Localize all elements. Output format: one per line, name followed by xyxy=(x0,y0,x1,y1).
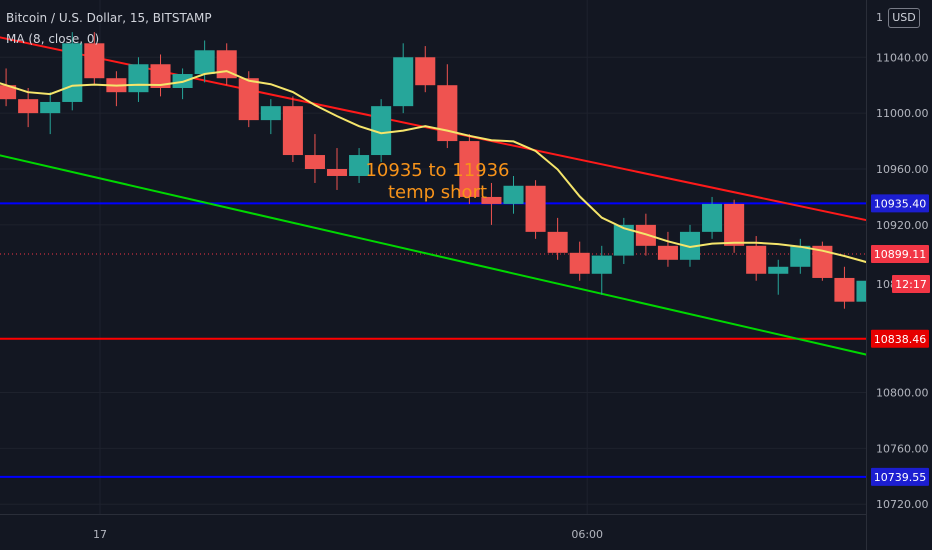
candle-body xyxy=(18,99,39,114)
y-tick-label: 10760.00 xyxy=(876,442,929,455)
price-label: 10739.55 xyxy=(874,471,927,484)
candle-body xyxy=(591,255,612,274)
time-axis-bg xyxy=(0,514,866,550)
candle-body xyxy=(702,203,723,232)
annotation-line-2: temp short xyxy=(387,182,488,203)
annotation-line-1: 10935 to 11936 xyxy=(365,160,510,181)
candle-body xyxy=(415,57,436,86)
candle-body xyxy=(371,106,392,156)
candle-body xyxy=(635,224,656,246)
price-label: 12:17 xyxy=(895,278,927,291)
trend-lines-layer xyxy=(0,36,932,507)
candle-body xyxy=(834,277,855,302)
candle-body xyxy=(547,231,568,253)
candle-body xyxy=(437,85,458,142)
y-tick-label: 11000.00 xyxy=(876,107,929,120)
candle-body xyxy=(613,224,634,256)
x-tick-label: 17 xyxy=(93,528,107,541)
x-tick-label: 06:00 xyxy=(571,528,603,541)
candle-body xyxy=(679,231,701,260)
price-label-bg[interactable] xyxy=(871,467,929,486)
candle-body xyxy=(0,85,17,100)
candle-body xyxy=(569,252,590,274)
trendline-green-downtrend[interactable] xyxy=(0,147,932,507)
y-tick-label: 10920.00 xyxy=(876,219,929,232)
candle-body xyxy=(481,196,502,204)
price-label-bg[interactable] xyxy=(871,245,929,264)
candle-body xyxy=(304,155,325,170)
price-label-bg[interactable] xyxy=(892,275,930,293)
candle-body xyxy=(812,245,833,278)
price-labels-layer: 10935.40 10899.11 12:17 10838.46 10739.55 xyxy=(871,194,930,486)
price-label-bg[interactable] xyxy=(871,329,929,348)
candle-body xyxy=(150,64,171,88)
ma-line xyxy=(0,70,932,278)
chart-title: Bitcoin / U.S. Dollar, 15, BITSTAMP xyxy=(6,11,212,25)
price-label: 10935.40 xyxy=(874,197,927,210)
price-label-bg[interactable] xyxy=(871,194,929,213)
candle-body xyxy=(393,57,414,107)
candle-body xyxy=(724,203,745,246)
annotation: 10935 to 11936 temp short xyxy=(345,160,530,204)
y-tick-label: 11040.00 xyxy=(876,51,929,64)
candle-body xyxy=(260,106,281,121)
candle-body xyxy=(525,185,546,232)
candle-body xyxy=(459,141,480,197)
candle-body xyxy=(84,43,105,79)
candle-body xyxy=(746,245,767,274)
indicator-legend[interactable]: MA (8, close, 0) xyxy=(6,32,100,46)
candle-body xyxy=(657,245,678,260)
y-tick-label-partial: 108 xyxy=(876,278,897,291)
y-tick-label-partial: 1 xyxy=(876,11,883,24)
candles-layer xyxy=(0,32,932,309)
candle-body xyxy=(282,106,303,156)
price-label: 10899.11 xyxy=(874,248,927,261)
candle-body xyxy=(349,155,370,176)
candle-body xyxy=(128,64,149,93)
y-tick-label: 10800.00 xyxy=(876,386,929,399)
candle-body xyxy=(40,101,61,114)
price-label: 10838.46 xyxy=(874,333,927,346)
moving-average-layer xyxy=(0,70,932,278)
candle-body xyxy=(62,43,83,102)
currency-button[interactable]: USD xyxy=(888,8,920,28)
candle-body xyxy=(326,169,348,176)
y-tick-label: 10960.00 xyxy=(876,163,929,176)
candle-body xyxy=(238,78,259,121)
candle-body xyxy=(790,245,811,267)
y-tick-label: 10720.00 xyxy=(876,498,929,511)
candle-body xyxy=(194,50,215,75)
candle-body xyxy=(503,185,524,204)
candle-body xyxy=(768,266,789,274)
